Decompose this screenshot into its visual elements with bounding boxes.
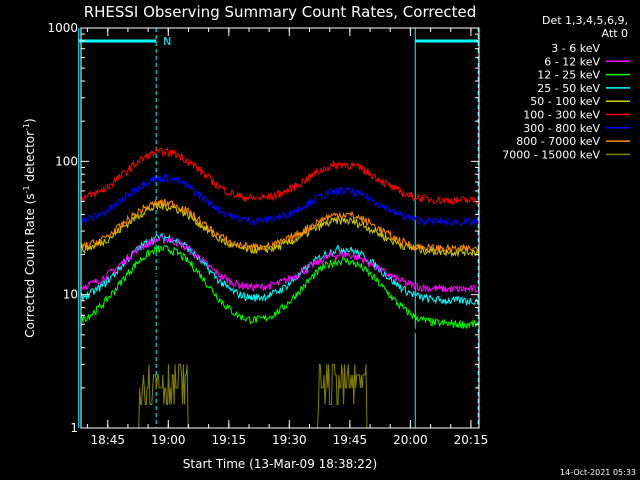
- series-line-300-800-kev: [81, 173, 479, 228]
- x-tick-label: 19:00: [151, 433, 186, 447]
- legend-entry-label: 800 - 7000 keV: [516, 135, 600, 148]
- series-line-25-50-kev: [81, 232, 479, 307]
- chart-title: RHESSI Observing Summary Count Rates, Co…: [84, 3, 477, 21]
- y-tick-label: 10: [63, 288, 78, 302]
- y-tick-label: 100: [55, 154, 78, 168]
- x-tick-label: 20:00: [393, 433, 428, 447]
- y-tick-label: 1: [70, 421, 78, 435]
- legend-entry-label: 12 - 25 keV: [537, 69, 600, 82]
- x-tick-label: 19:15: [212, 433, 247, 447]
- series-line-800-7000-kev: [81, 198, 479, 254]
- plot-frame: [80, 27, 480, 429]
- series-line-100-300-kev: [81, 146, 479, 206]
- x-axis-label: Start Time (13-Mar-09 18:38:22): [183, 457, 377, 471]
- series-line-3-6-kev: [81, 271, 479, 351]
- series-line-7000-15000-kev: [81, 363, 479, 428]
- x-tick-label: 18:45: [90, 433, 125, 447]
- y-axis: 1 10 100 1000: [47, 21, 479, 435]
- series-line-6-12-kev: [81, 234, 479, 293]
- legend-entry-label: 6 - 12 keV: [544, 55, 600, 68]
- series-lines: [81, 146, 479, 428]
- y-tick-label: 1000: [47, 21, 78, 35]
- legend-entry-label: 7000 - 15000 keV: [502, 148, 600, 161]
- legend-entry-label: 100 - 300 keV: [523, 109, 600, 122]
- night-markers: N: [78, 28, 479, 428]
- night-marker-label: N: [163, 35, 171, 48]
- x-tick-label: 19:30: [272, 433, 307, 447]
- legend-header-line1: Det 1,3,4,5,6,9,: [542, 14, 628, 27]
- x-tick-label: 19:45: [333, 433, 368, 447]
- legend-header-line2: Att 0: [602, 27, 628, 40]
- timestamp: 14-Oct-2021 05:33: [560, 468, 636, 477]
- legend-entry-label: 3 - 6 keV: [551, 42, 600, 55]
- x-axis: 18:45 19:00 19:15 19:30 19:45 20:00 20:15: [87, 28, 489, 447]
- legend-entry-label: 50 - 100 keV: [530, 95, 600, 108]
- x-tick-label: 20:15: [454, 433, 489, 447]
- y-axis-label: Corrected Count Rate (s-1 detector-1): [22, 118, 37, 337]
- legend-entry-label: 25 - 50 keV: [537, 82, 600, 95]
- legend-entry-label: 300 - 800 keV: [523, 122, 600, 135]
- series-line-12-25-kev: [81, 244, 479, 330]
